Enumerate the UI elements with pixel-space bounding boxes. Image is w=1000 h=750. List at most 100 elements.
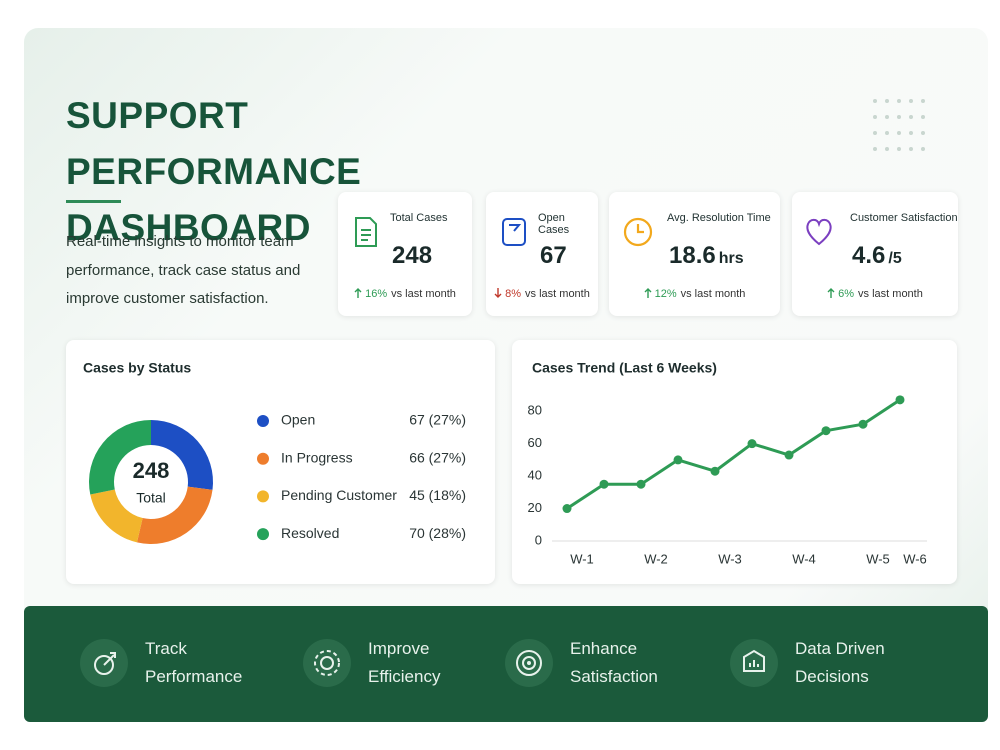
footer-label: Enhance Satisfaction [570,635,658,691]
kpi-change: 12% vs last month [609,288,780,300]
legend-value: 67 (27%) [409,412,466,428]
x-tick-label: W-5 [866,551,890,566]
footer-line: Efficiency [368,667,441,686]
page-title: SUPPORT PERFORMANCE DASHBOARD [66,95,362,248]
x-tick-label: W-2 [644,551,668,566]
donut-segment [90,489,143,543]
kpi-change-value: 12% [654,288,677,300]
kpi-value: 18.6 hrs [669,242,744,270]
kpi-change-value: 16% [365,288,388,300]
kpi-label: Avg. Resolution Time [667,212,771,224]
x-tick-label: W-3 [718,551,742,566]
line-chart: Cases Trend (Last 6 Weeks) 0 20 40 60 80 W-1 W-… [528,360,927,566]
kpi-number: 18.6 [669,242,716,269]
footer-line: Improve [368,639,430,658]
legend-dot [257,490,269,503]
trend-point [784,450,794,460]
kpi-value: 67 [540,242,567,270]
footer-line: Decisions [795,667,869,686]
trend-arrow [494,288,502,298]
trend-arrow [644,288,652,298]
kpi-change-note: vs last month [391,288,456,300]
kpi-value: 248 [392,242,432,270]
x-tick-label: W-6 [903,551,927,566]
kpi-change-value: 6% [838,288,855,300]
legend-dot [257,528,269,541]
kpi-unit: /5 [888,250,902,267]
y-tick-label: 20 [528,500,542,515]
kpi-unit: hrs [718,250,744,267]
trend-line [566,398,901,510]
donut-segment [89,420,151,495]
donut-chart: Cases by Status Open 67 (27%) In Progress 66… [83,360,466,544]
kpi-card: Total Cases 248 16% vs last month [338,192,472,316]
footer-line: Track [145,639,187,658]
kpi-change-value: 8% [505,288,522,300]
footer-label: Track Performance [145,635,242,691]
kpi-icon [502,218,526,246]
footer-icon [730,639,778,687]
footer-line: Satisfaction [570,667,658,686]
kpi-card: Open Cases 67 8% vs last month [486,192,598,316]
kpi-number: 4.6 [852,242,886,269]
legend-label: Pending Customer [281,487,397,503]
y-tick-label: 80 [528,403,542,418]
donut-segment [151,420,213,490]
footer-label: Data Driven Decisions [795,635,885,691]
kpi-icon [623,217,653,247]
status-panel: Cases by Status Open 67 (27%) In Progress 66… [66,340,495,584]
kpi-change: 8% vs last month [486,288,598,300]
footer-icon [505,639,553,687]
dot-pattern [873,99,925,151]
subtitle: Real-time insights to monitor team perfo… [66,233,301,307]
legend-dot [257,452,269,465]
legend-label: Open [281,412,315,428]
donut-center-value: 248 [133,458,170,483]
legend-value: 45 (18%) [409,487,466,503]
kpi-icon [355,217,377,247]
kpi-change-note: vs last month [858,288,923,300]
title-rule [66,200,121,203]
footer-icon [80,639,128,687]
kpi-icon [806,218,832,246]
trend-point [673,455,683,465]
kpi-number: 248 [392,242,433,269]
legend-dot [257,415,269,427]
trend-point [636,479,646,489]
kpi-change-note: vs last month [680,288,746,300]
trend-point [599,479,609,489]
footer-label: Improve Efficiency [368,635,440,691]
kpi-change: 6% vs last month [792,288,958,300]
trend-point [710,466,720,476]
trend-point [562,504,572,514]
trend-point [747,439,757,449]
trend-point [895,395,905,405]
donut-center-label: Total [136,490,166,506]
trend-point [858,419,868,429]
kpi-number: 67 [540,242,567,269]
y-tick-label: 0 [535,532,542,547]
panel-title: Cases by Status [83,360,191,376]
trend-point [821,426,831,436]
legend-label: Resolved [281,525,339,541]
legend-value: 70 (28%) [409,525,466,541]
y-tick-label: 40 [528,468,542,483]
donut-segment [136,486,213,544]
kpi-label: Customer Satisfaction [850,212,958,224]
footer-line: Data Driven [795,639,885,658]
kpi-card: Customer Satisfaction 4.6/5 6% vs last mont… [792,192,958,316]
x-tick-label: W-4 [792,551,816,566]
kpi-card: Avg. Resolution Time 18.6 hrs 12% vs last mo… [609,192,780,316]
kpi-label: Total Cases [390,212,448,224]
x-tick-label: W-1 [570,551,594,566]
kpi-label: Open Cases [538,212,570,236]
legend-value: 66 (27%) [409,449,466,465]
trend-arrow [827,288,835,298]
footer-band: Track Performance Improve Efficiency Enhance… [24,606,988,722]
trend-arrow [354,288,362,298]
kpi-change: 16% vs last month [338,288,472,300]
y-tick-label: 60 [528,435,542,450]
kpi-change-note: vs last month [525,288,590,300]
footer-icon [303,639,351,687]
